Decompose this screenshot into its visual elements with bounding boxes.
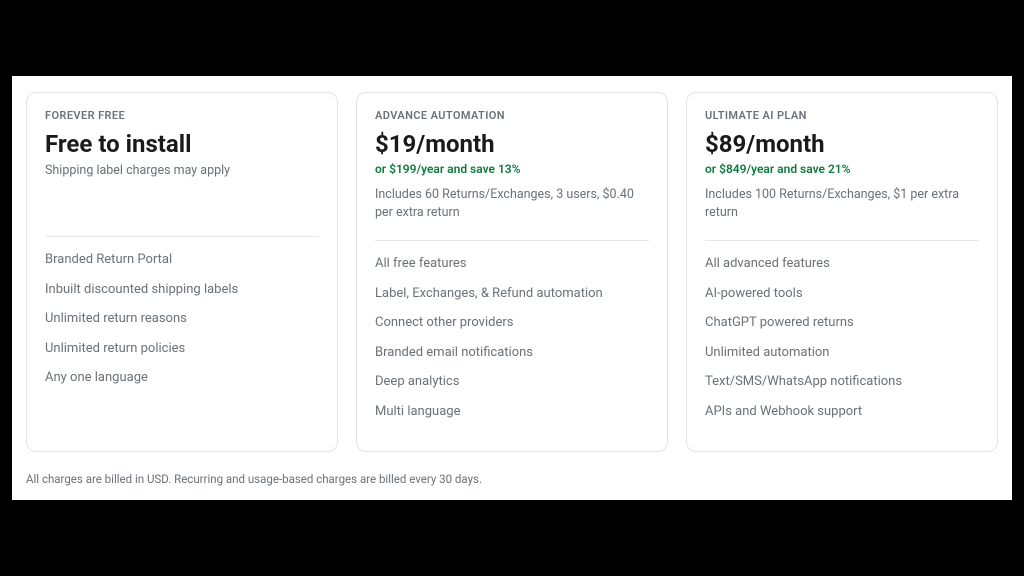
feature-item: Branded email notifications [375,344,649,362]
tier-label: ADVANCE AUTOMATION [375,109,649,122]
pricing-card-free: FOREVER FREE Free to install Shipping la… [26,92,338,452]
feature-item: Any one language [45,369,319,387]
pricing-card-advance: ADVANCE AUTOMATION $19/month or $199/yea… [356,92,668,452]
feature-item: Branded Return Portal [45,251,319,269]
pricing-cards-row: FOREVER FREE Free to install Shipping la… [26,92,998,452]
pricing-panel: FOREVER FREE Free to install Shipping la… [12,76,1012,500]
feature-item: APIs and Webhook support [705,403,979,421]
feature-item: Unlimited return policies [45,340,319,358]
tier-label: FOREVER FREE [45,109,319,122]
annual-note: or $849/year and save 21% [705,162,979,176]
annual-note: or $199/year and save 13% [375,162,649,176]
feature-item: Connect other providers [375,314,649,332]
feature-item: Label, Exchanges, & Refund automation [375,285,649,303]
price-heading: $19/month [375,130,649,158]
sub-note: Shipping label charges may apply [45,162,319,180]
feature-item: Unlimited automation [705,344,979,362]
feature-item: Text/SMS/WhatsApp notifications [705,373,979,391]
feature-item: Deep analytics [375,373,649,391]
feature-list: All free features Label, Exchanges, & Re… [375,255,649,420]
feature-item: All free features [375,255,649,273]
card-divider [45,236,319,237]
feature-item: ChatGPT powered returns [705,314,979,332]
feature-item: Inbuilt discounted shipping labels [45,281,319,299]
tier-label: ULTIMATE AI PLAN [705,109,979,122]
card-divider [705,240,979,241]
price-heading: $89/month [705,130,979,158]
feature-item: Multi language [375,403,649,421]
feature-item: Unlimited return reasons [45,310,319,328]
feature-list: All advanced features AI-powered tools C… [705,255,979,420]
card-divider [375,240,649,241]
billing-footnote: All charges are billed in USD. Recurring… [26,472,998,486]
sub-note: Includes 100 Returns/Exchanges, $1 per e… [705,186,979,222]
feature-item: All advanced features [705,255,979,273]
sub-note: Includes 60 Returns/Exchanges, 3 users, … [375,186,649,222]
feature-item: AI-powered tools [705,285,979,303]
pricing-card-ultimate: ULTIMATE AI PLAN $89/month or $849/year … [686,92,998,452]
feature-list: Branded Return Portal Inbuilt discounted… [45,251,319,387]
price-heading: Free to install [45,130,319,158]
